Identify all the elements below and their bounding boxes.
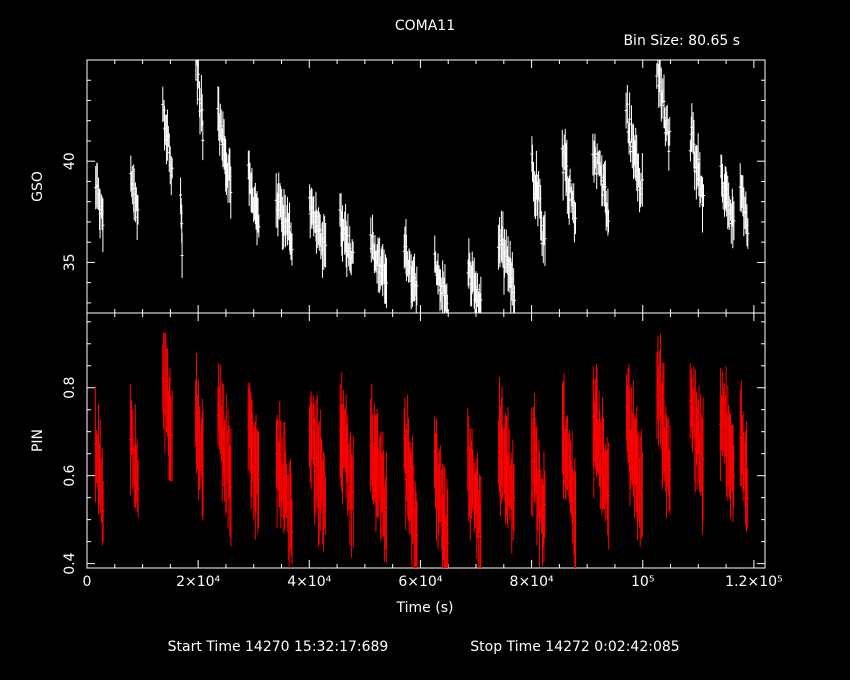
y-axis-title: GSO <box>30 171 46 202</box>
y-axis-title: PIN <box>30 429 46 452</box>
gso-panel: 35 40 GSO <box>30 59 766 314</box>
x-axis-title: Time (s) <box>396 600 454 616</box>
y-tick-label: 0.4 <box>62 552 78 574</box>
x-tick-label: 1.2×10⁵ <box>725 574 782 590</box>
x-tick-label: 4×10⁴ <box>287 574 331 590</box>
pin-panel: 0.4 0.6 0.8 PIN 0 2×10⁴ 4×10⁴ 6×10⁴ 8×10⁴ 10⁵ 1.2×… <box>30 312 783 590</box>
panel-frame <box>86 312 766 569</box>
x-tick-label: 2×10⁴ <box>176 574 220 590</box>
start-time-label: Start Time 14270 15:32:17:689 <box>168 639 389 655</box>
x-tick-label: 0 <box>83 574 92 590</box>
x-tick-label: 10⁵ <box>631 574 654 590</box>
y-tick-label: 0.6 <box>62 464 78 486</box>
stop-time-label: Stop Time 14272 0:02:42:085 <box>470 639 679 655</box>
y-tick-label: 0.8 <box>62 377 78 399</box>
plot-title: COMA11 <box>395 18 455 34</box>
x-tick-label: 6×10⁴ <box>398 574 442 590</box>
panel-frame <box>86 59 766 314</box>
y-tick-label: 35 <box>62 253 78 271</box>
y-tick-label: 40 <box>62 152 78 170</box>
x-tick-label: 8×10⁴ <box>510 574 554 590</box>
bin-size-label: Bin Size: 80.65 s <box>623 33 740 49</box>
